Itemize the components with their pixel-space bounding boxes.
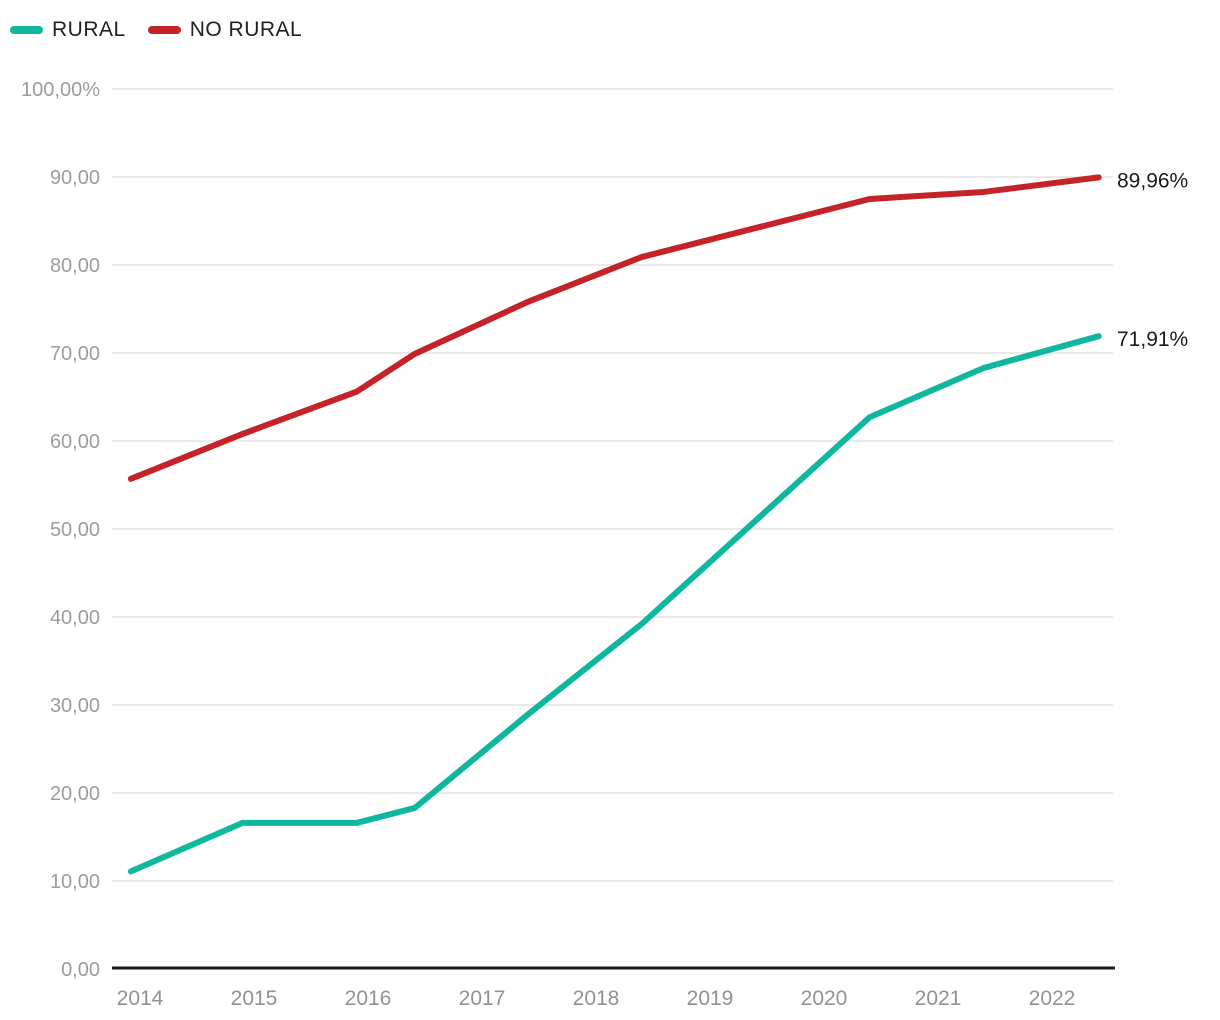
y-axis-tick-label: 50,00: [50, 519, 100, 541]
y-axis-tick-label: 60,00: [50, 431, 100, 453]
y-axis-tick-label: 70,00: [50, 343, 100, 365]
y-axis-tick-label: 100,00%: [21, 79, 100, 101]
series-end-label-rural: 71,91%: [1117, 328, 1188, 351]
x-axis-tick-label: 2017: [459, 987, 506, 1010]
y-axis-tick-label: 90,00: [50, 167, 100, 189]
series-line-rural: [127, 333, 1102, 875]
legend-item-rural: RURAL: [10, 17, 126, 43]
chart-legend: RURAL NO RURAL: [10, 17, 302, 43]
legend-swatch-no-rural-icon: [147, 26, 181, 34]
x-axis-tick-label: 2021: [915, 987, 962, 1010]
legend-label-no-rural: NO RURAL: [189, 18, 303, 41]
y-axis-tick-label: 80,00: [50, 255, 100, 277]
y-axis-tick-label: 0,00: [61, 959, 100, 981]
x-axis-tick-label: 2022: [1029, 987, 1076, 1010]
legend-item-no-rural: NO RURAL: [147, 17, 303, 43]
legend-label-rural: RURAL: [52, 18, 126, 41]
x-axis-tick-label: 2018: [573, 987, 620, 1010]
x-axis-tick-label: 2016: [345, 987, 392, 1010]
y-axis-tick-label: 20,00: [50, 783, 100, 805]
series-line-no-rural: [127, 174, 1102, 482]
x-axis-tick-label: 2019: [687, 987, 734, 1010]
series-end-label-no-rural: 89,96%: [1117, 169, 1188, 192]
legend-swatch-rural-icon: [10, 26, 43, 34]
y-axis-tick-label: 30,00: [50, 695, 100, 717]
x-axis-tick-label: 2015: [231, 987, 278, 1010]
x-axis-tick-label: 2014: [117, 987, 164, 1010]
x-axis-tick-label: 2020: [801, 987, 848, 1010]
y-axis-tick-label: 40,00: [50, 607, 100, 629]
y-axis-tick-label: 10,00: [50, 871, 100, 893]
